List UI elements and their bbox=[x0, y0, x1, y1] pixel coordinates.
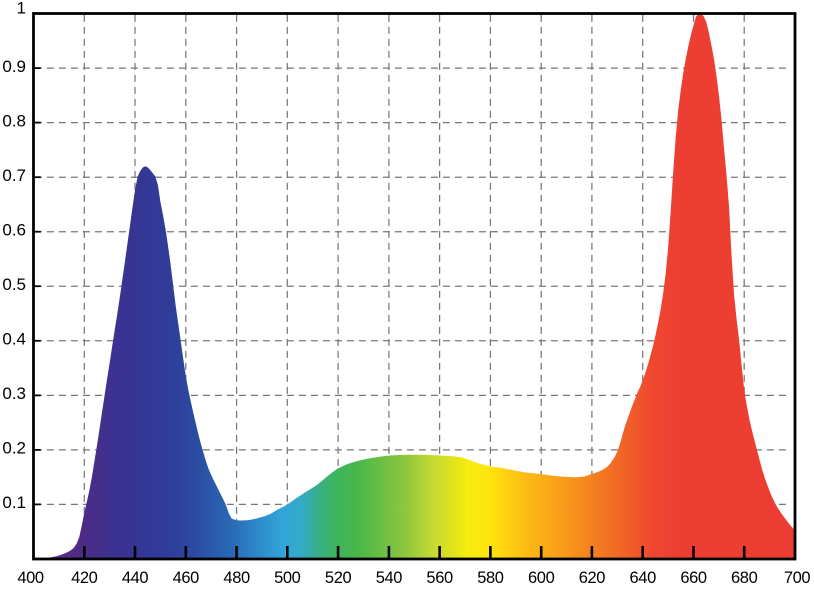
svg-text:0.4: 0.4 bbox=[2, 330, 26, 349]
svg-text:500: 500 bbox=[274, 569, 301, 587]
svg-text:460: 460 bbox=[173, 569, 200, 587]
svg-text:540: 540 bbox=[376, 569, 403, 587]
svg-text:0.2: 0.2 bbox=[2, 439, 26, 458]
svg-text:600: 600 bbox=[528, 569, 555, 587]
svg-text:440: 440 bbox=[122, 569, 149, 587]
svg-text:640: 640 bbox=[630, 569, 657, 587]
svg-text:580: 580 bbox=[477, 569, 504, 587]
svg-text:560: 560 bbox=[426, 569, 453, 587]
svg-text:0.7: 0.7 bbox=[2, 166, 26, 185]
svg-text:0.9: 0.9 bbox=[2, 57, 26, 76]
svg-text:0.1: 0.1 bbox=[2, 493, 26, 512]
svg-text:660: 660 bbox=[680, 569, 707, 587]
svg-text:480: 480 bbox=[223, 569, 250, 587]
svg-text:1: 1 bbox=[17, 0, 26, 18]
svg-text:0.3: 0.3 bbox=[2, 384, 26, 403]
svg-text:420: 420 bbox=[71, 569, 98, 587]
svg-text:0.6: 0.6 bbox=[2, 221, 26, 240]
svg-text:700: 700 bbox=[784, 569, 811, 587]
svg-text:520: 520 bbox=[325, 569, 352, 587]
svg-text:400: 400 bbox=[17, 569, 44, 587]
svg-text:620: 620 bbox=[579, 569, 606, 587]
svg-text:0.8: 0.8 bbox=[2, 111, 26, 130]
svg-text:680: 680 bbox=[731, 569, 758, 587]
svg-text:0.5: 0.5 bbox=[2, 275, 26, 294]
